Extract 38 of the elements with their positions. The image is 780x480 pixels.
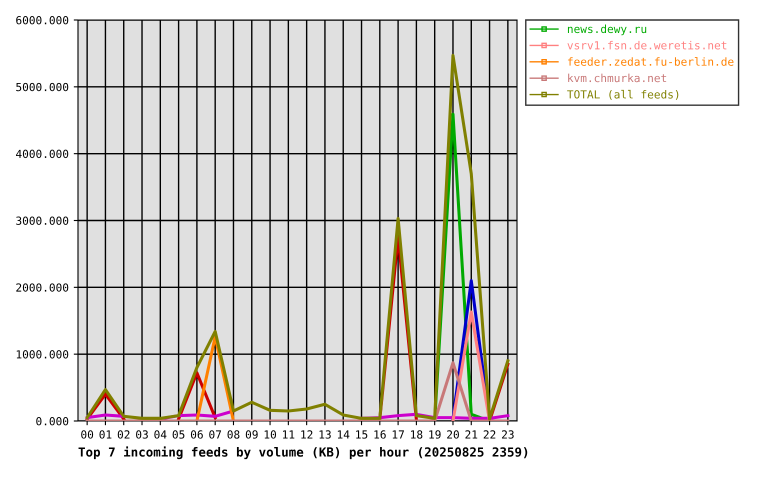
y-tick-label: 2000.000 (16, 283, 68, 292)
x-tick-label: 02 (118, 430, 130, 439)
y-tick-label: 0.000 (36, 417, 68, 426)
x-tick-label: 10 (264, 430, 276, 439)
legend-label: kvm.chmurka.net (568, 74, 666, 82)
x-tick-label: 22 (484, 430, 496, 439)
x-tick-label: 15 (356, 430, 368, 439)
legend-label: vsrv1.fsn.de.weretis.net (567, 40, 726, 50)
x-tick-label: 03 (136, 430, 148, 439)
x-tick-label: 13 (320, 430, 331, 439)
y-tick-label: 4000.000 (16, 150, 68, 158)
x-tick-label: 18 (411, 430, 422, 439)
x-tick-label: 00 (81, 430, 94, 439)
x-tick-label: 04 (154, 430, 166, 439)
x-tick-label: 20 (447, 430, 459, 439)
x-tick-label: 16 (374, 430, 386, 439)
x-tick-label: 14 (338, 430, 350, 439)
x-tick-label: 23 (502, 430, 514, 439)
legend-label: news.dewy.ru (568, 24, 646, 36)
legend-label: feeder.zedat.fu-berlin.de (568, 57, 734, 66)
x-tick-label: 19 (429, 430, 441, 439)
y-tick-label: 6000.000 (16, 16, 68, 24)
x-tick-label: 17 (392, 430, 404, 439)
x-axis-title: Top 7 incoming feeds by volume (KB) per hour (20250825 2359) (78, 446, 528, 460)
x-tick-label: 08 (228, 430, 240, 439)
line-series (86, 54, 510, 421)
x-tick-label: 11 (283, 430, 294, 439)
x-tick-label: 21 (465, 430, 478, 439)
legend-label: TOTAL (all feeds) (567, 90, 678, 100)
x-tick-label: 01 (99, 430, 112, 439)
x-tick-label: 12 (301, 430, 312, 439)
y-tick-label: 3000.000 (16, 216, 68, 225)
x-tick-label: 05 (172, 430, 184, 439)
x-tick-label: 09 (246, 430, 258, 439)
x-tick-label: 07 (209, 430, 222, 439)
y-tick-label: 1000.000 (16, 350, 68, 359)
x-tick-label: 06 (190, 430, 203, 439)
y-tick-label: 5000.000 (16, 82, 68, 92)
